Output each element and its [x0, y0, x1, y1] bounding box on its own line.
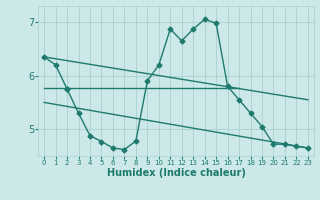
X-axis label: Humidex (Indice chaleur): Humidex (Indice chaleur)	[107, 168, 245, 178]
